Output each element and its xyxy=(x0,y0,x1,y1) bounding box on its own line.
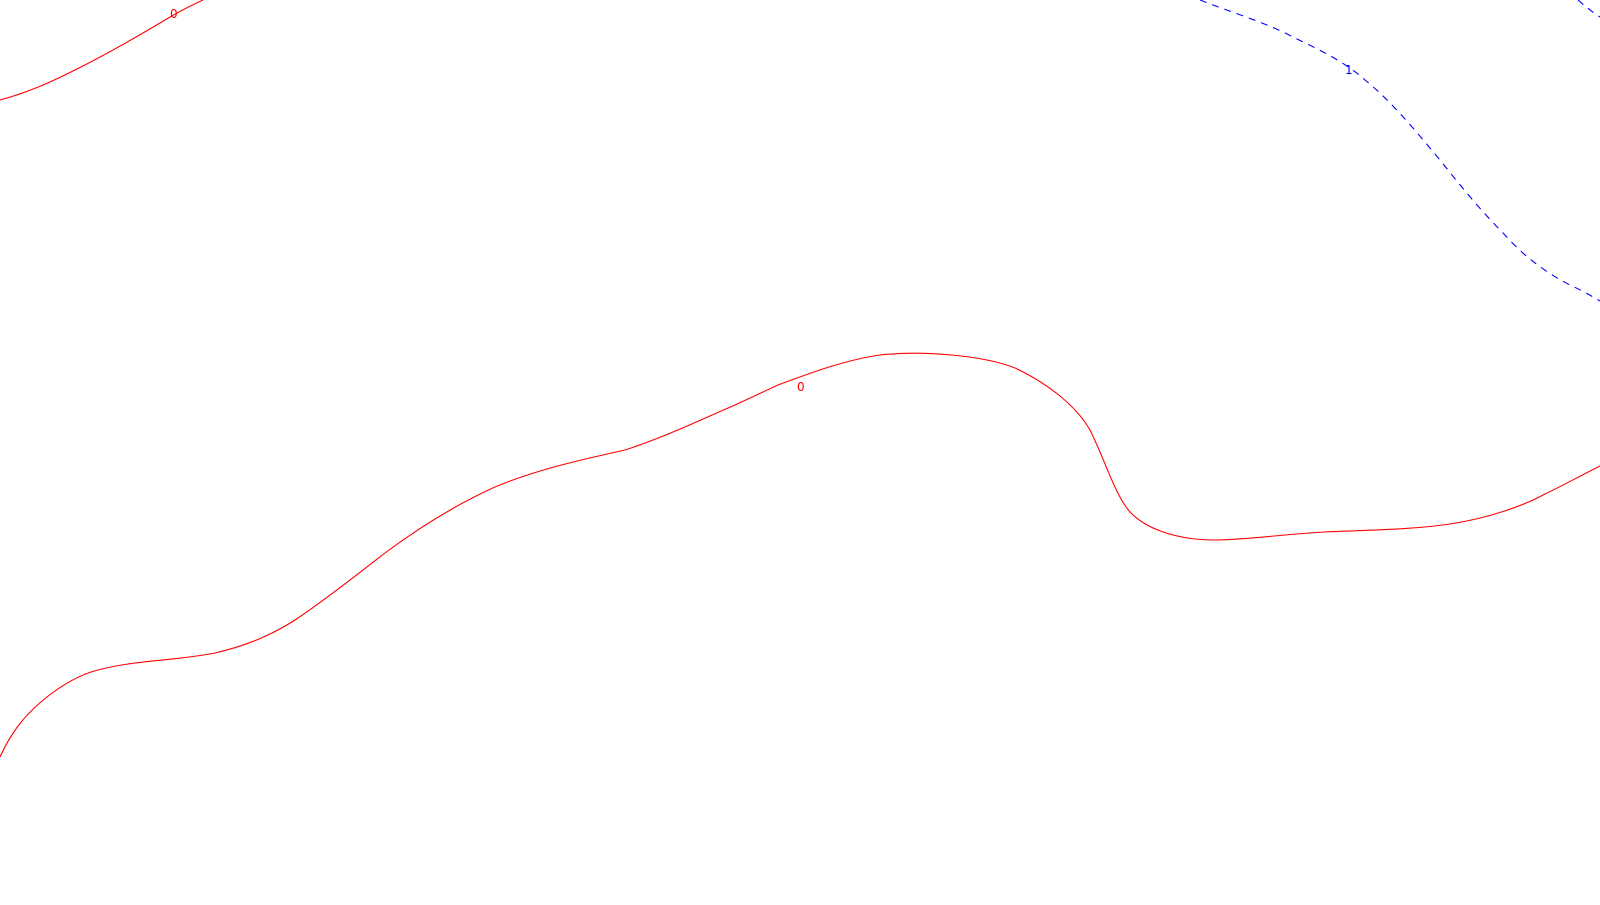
contour-line-1-upper-right: 1 xyxy=(1199,0,1600,302)
contour-path-1-upper-right xyxy=(1199,0,1600,302)
contour-label-0-upper-left: 0 xyxy=(170,7,178,21)
contour-line-0-main: 0 xyxy=(0,352,1600,758)
contour-line-1-corner xyxy=(1577,0,1600,18)
contour-path-1-corner xyxy=(1577,0,1600,18)
contour-label-1-upper-right: 1 xyxy=(1345,63,1353,77)
contour-label-0-main: 0 xyxy=(797,380,805,394)
contour-path-0-main xyxy=(0,352,1600,758)
contour-path-0-upper-left xyxy=(0,0,204,101)
contour-line-0-upper-left: 0 xyxy=(0,0,204,101)
